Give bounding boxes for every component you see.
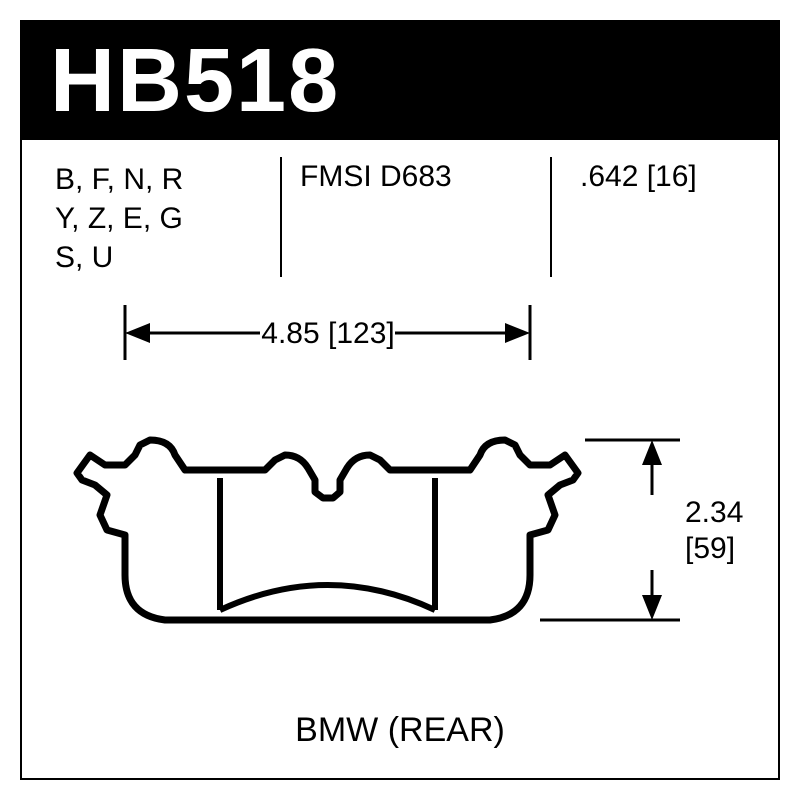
height-label-2: [59] bbox=[685, 532, 735, 565]
part-number: HB518 bbox=[20, 20, 780, 133]
width-dimension: 4.85 [123] bbox=[125, 305, 530, 360]
pad-outline bbox=[77, 440, 578, 620]
height-label-1: 2.34 bbox=[685, 496, 743, 529]
spec-col2: FMSI D683 bbox=[300, 160, 452, 194]
width-label: 4.85 [123] bbox=[261, 317, 394, 350]
diagram-svg: 4.85 [123] 2.34 [59] bbox=[40, 300, 760, 700]
footer-label: BMW (REAR) bbox=[0, 711, 800, 750]
separator-2 bbox=[550, 157, 552, 277]
spec-col1-l3: S, U bbox=[55, 238, 255, 277]
spec-col1: B, F, N, R Y, Z, E, G S, U bbox=[55, 160, 255, 277]
title-bar: HB518 bbox=[20, 20, 780, 140]
separator-1 bbox=[280, 157, 282, 277]
spec-col3: .642 [16] bbox=[580, 160, 697, 194]
spec-col1-l2: Y, Z, E, G bbox=[55, 199, 255, 238]
spec-col1-l1: B, F, N, R bbox=[55, 160, 255, 199]
pad-inner-arc bbox=[220, 585, 435, 610]
